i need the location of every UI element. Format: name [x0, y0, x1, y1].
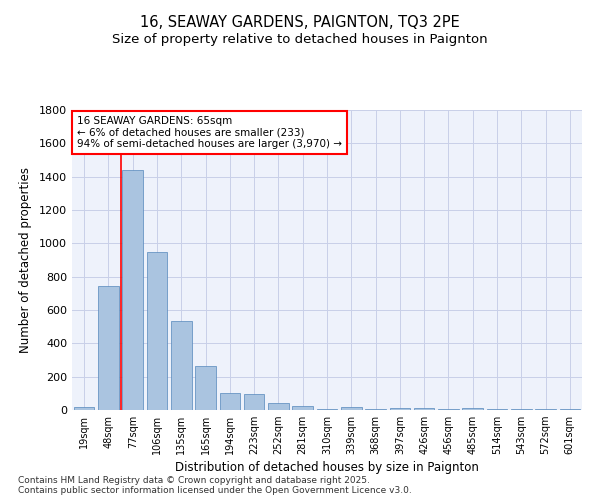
Bar [171, 321, 191, 410]
Bar [220, 392, 240, 410]
Bar [487, 409, 508, 410]
Bar [74, 406, 94, 410]
Bar [535, 409, 556, 410]
Bar [365, 409, 386, 410]
Bar [438, 409, 459, 410]
Bar [122, 170, 143, 410]
X-axis label: Distribution of detached houses by size in Paignton: Distribution of detached houses by size … [175, 462, 479, 474]
Bar [463, 408, 483, 410]
Bar [98, 286, 119, 410]
Bar [146, 252, 167, 410]
Bar [341, 406, 362, 410]
Y-axis label: Number of detached properties: Number of detached properties [19, 167, 32, 353]
Bar [244, 394, 265, 410]
Text: Size of property relative to detached houses in Paignton: Size of property relative to detached ho… [112, 32, 488, 46]
Bar [195, 366, 216, 410]
Bar [292, 406, 313, 410]
Bar [317, 409, 337, 410]
Text: 16 SEAWAY GARDENS: 65sqm
← 6% of detached houses are smaller (233)
94% of semi-d: 16 SEAWAY GARDENS: 65sqm ← 6% of detache… [77, 116, 342, 149]
Bar [389, 408, 410, 410]
Bar [268, 404, 289, 410]
Bar [414, 408, 434, 410]
Bar [511, 409, 532, 410]
Bar [560, 409, 580, 410]
Text: Contains HM Land Registry data © Crown copyright and database right 2025.
Contai: Contains HM Land Registry data © Crown c… [18, 476, 412, 495]
Text: 16, SEAWAY GARDENS, PAIGNTON, TQ3 2PE: 16, SEAWAY GARDENS, PAIGNTON, TQ3 2PE [140, 15, 460, 30]
